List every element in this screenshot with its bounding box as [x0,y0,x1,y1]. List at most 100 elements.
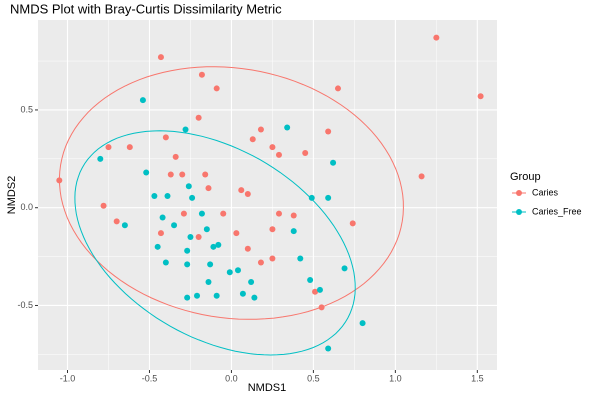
point [189,194,196,201]
point [325,345,332,352]
legend-label: Caries_Free [532,206,582,216]
point [195,114,202,121]
point [205,185,212,192]
x-tick-label: 0.5 [307,373,320,383]
point [269,255,276,262]
x-tick-label: -1.0 [60,373,76,383]
point [330,159,337,166]
point [207,261,214,268]
point [239,290,246,297]
x-tick-label: 1.0 [389,373,402,383]
point [226,269,233,276]
point [195,234,202,241]
y-tick-label: -0.5 [17,300,33,310]
y-tick-label: 0.5 [20,104,33,114]
point [234,267,241,274]
point [257,259,264,266]
point [316,286,323,293]
point [433,34,440,41]
legend-label: Caries [532,187,559,197]
x-tick-label: -0.5 [142,373,158,383]
ellipse [74,130,356,356]
legend-title: Group [510,171,541,183]
x-tick-label: 1.5 [471,373,484,383]
point [198,71,205,78]
x-axis-title: NMDS1 [248,382,287,394]
point [157,54,164,61]
point [418,173,425,180]
point [334,85,341,92]
point [248,279,255,286]
point [203,226,210,233]
point [167,171,174,178]
point [187,234,194,241]
point [349,220,356,227]
chart-title: NMDS Plot with Bray-Curtis Dissimilarity… [10,1,282,16]
point [312,288,319,295]
point [213,85,220,92]
point [143,169,150,176]
point [151,192,158,199]
point [251,294,258,301]
point [215,241,222,248]
x-tick-label: 0.0 [225,373,238,383]
plot-panel [38,20,497,370]
point [249,136,256,143]
point [184,261,191,268]
point [180,210,187,217]
point [139,97,146,104]
point [269,144,276,151]
y-tick-label: 0.0 [20,202,33,212]
point [325,128,332,135]
y-axis-title: NMDS2 [6,176,18,215]
point [159,214,166,221]
point [244,191,251,198]
point [185,183,192,190]
point [100,202,107,209]
point [238,187,245,194]
point [284,124,291,131]
point [244,245,251,252]
point [171,222,178,229]
ellipse [58,66,404,320]
point [269,226,276,233]
point [164,192,171,199]
point [290,228,297,235]
point [359,320,366,327]
point [126,144,133,151]
point [302,149,309,156]
legend-key [516,209,522,215]
point [162,259,169,266]
point [194,292,201,299]
point [290,212,297,219]
point [121,222,128,229]
point [162,134,169,141]
point [220,210,227,217]
point [308,194,315,201]
point [257,126,264,133]
point [275,210,282,217]
point [113,218,120,225]
point [198,210,205,217]
point [275,151,282,158]
point [97,155,104,162]
point [154,243,161,250]
point [325,194,332,201]
point [172,153,179,160]
point [477,93,484,100]
point [184,247,191,254]
point [213,292,220,299]
point [307,277,314,284]
point [205,279,212,286]
point [202,171,209,178]
point [182,126,189,133]
legend-key [516,190,522,196]
point [341,265,348,272]
point [297,255,304,262]
point [105,144,112,151]
point [184,294,191,301]
point [179,171,186,178]
point [233,230,240,237]
point [157,230,164,237]
